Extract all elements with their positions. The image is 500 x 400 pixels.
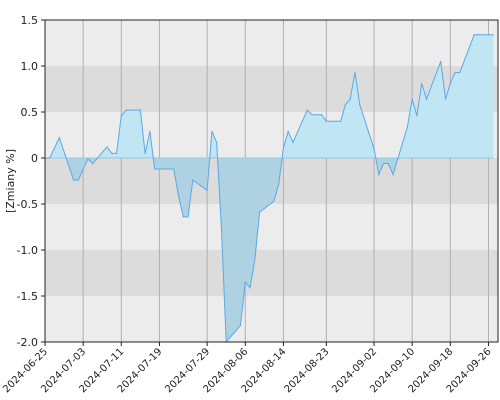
data-point [206,189,208,191]
data-point [340,120,342,122]
data-point [187,216,189,218]
data-point [425,98,428,100]
data-point [58,137,60,139]
data-point [440,60,442,63]
data-point [406,126,408,128]
data-point [359,104,361,106]
data-point [278,184,280,186]
data-line [44,34,494,344]
data-point [421,82,423,85]
data-point [49,157,51,159]
data-point [73,179,75,181]
data-point [459,71,461,74]
data-point [239,324,242,327]
data-point [316,114,318,116]
axes [41,19,499,346]
plot-frame [44,19,499,343]
data-point [82,168,84,170]
data-point [444,98,447,100]
area-fill-negative [45,158,494,342]
data-point [111,152,113,154]
data-point [473,34,475,36]
data-point [487,34,490,36]
data-point [144,152,146,154]
data-point [478,34,480,36]
x-tick-label: 2024-08-23 [283,346,332,395]
data-point [387,162,389,165]
data-point [139,109,141,111]
data-point [120,115,122,117]
series-line [45,34,494,344]
data-point [449,82,451,85]
data-area [45,34,494,342]
data-point [258,211,261,213]
data-point [311,114,313,116]
area-fill-positive [45,34,494,158]
x-tick-labels: 2024-06-252024-07-032024-07-112024-07-19… [1,346,493,395]
data-point [154,168,156,170]
data-point [211,130,213,132]
background-band [45,204,498,250]
data-point [173,168,175,170]
data-point [354,71,356,74]
y-axis-label: [Zmiany %] [4,149,17,213]
data-point [306,109,308,111]
y-tick-label: -1.5 [17,290,38,303]
background-band [45,250,498,296]
data-point [349,98,351,100]
data-point [125,109,127,111]
y-tick-label: 0 [31,152,38,165]
data-point [115,152,118,154]
data-point [182,216,184,218]
background-band [45,20,498,66]
data-point [382,162,385,165]
data-point [273,200,275,202]
data-point [282,147,285,149]
data-point [192,179,194,181]
y-tick-label: -0.5 [17,198,38,211]
data-point [411,98,413,100]
data-point [292,141,294,143]
data-point [149,130,151,132]
y-tick-labels: 1.5 1.0 0.5 0 -0.5 -1.0 -1.5 -2.0 [17,14,38,349]
data-point [325,120,327,122]
data-point [378,173,380,176]
data-point [483,34,485,36]
data-point [77,179,79,181]
data-point [492,34,494,36]
data-point [216,141,218,143]
y-tick-label: 1.5 [21,14,39,27]
data-point [87,158,89,160]
background-band [45,296,498,342]
data-point [287,130,289,132]
data-point [220,227,223,229]
data-point [249,287,251,289]
y-tick-label: -2.0 [17,336,38,349]
data-point [177,195,180,197]
data-point [320,114,323,116]
y-tick-label: -1.0 [17,244,38,257]
data-point [106,146,108,148]
data-point [244,281,246,283]
data-point [254,259,256,261]
data-point [454,71,456,74]
y-tick-label: 1.0 [21,60,39,73]
data-point [158,168,161,170]
data-point [416,115,418,117]
data-point [392,173,394,176]
data-point [92,162,94,165]
data-point [373,148,375,150]
data-point [344,104,347,106]
y-tick-label: 0.5 [21,106,39,119]
